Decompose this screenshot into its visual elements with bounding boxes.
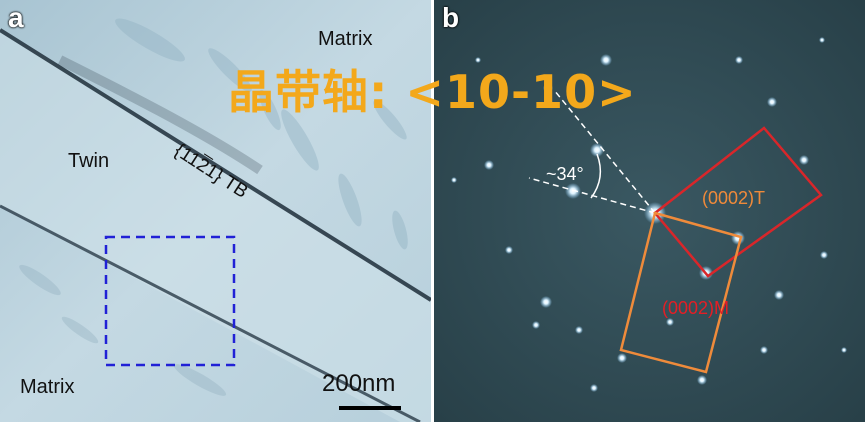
angle-arc	[590, 153, 602, 199]
panel-letter-b: b	[442, 2, 460, 33]
panel-letter-a: a	[8, 2, 24, 33]
zone-axis-caption: 晶带轴: <10-10>	[228, 65, 637, 119]
tem-micrograph	[0, 0, 431, 422]
scale-bar-label: 200nm	[322, 370, 396, 397]
angle-label: ~34°	[546, 164, 584, 184]
twin-spot-label: (0002)T	[702, 188, 766, 208]
matrix-label-top: Matrix	[318, 28, 373, 50]
tem-image-panel-a: a Matrix Twin {1121} TB Matrix 200nm	[0, 0, 431, 422]
diffraction-pattern	[434, 0, 865, 422]
twin-label: Twin	[68, 150, 110, 172]
twin-direction-line	[553, 89, 656, 214]
matrix-label-bottom: Matrix	[20, 376, 75, 398]
diffraction-panel-b: b ~34° (0002)T (0002)M	[434, 0, 865, 422]
twin-unit-rectangle	[653, 126, 823, 278]
selection-box	[104, 235, 236, 367]
scale-bar	[339, 406, 401, 410]
matrix-spot-label: (0002)M	[662, 298, 730, 318]
matrix-unit-rectangle	[619, 211, 743, 374]
